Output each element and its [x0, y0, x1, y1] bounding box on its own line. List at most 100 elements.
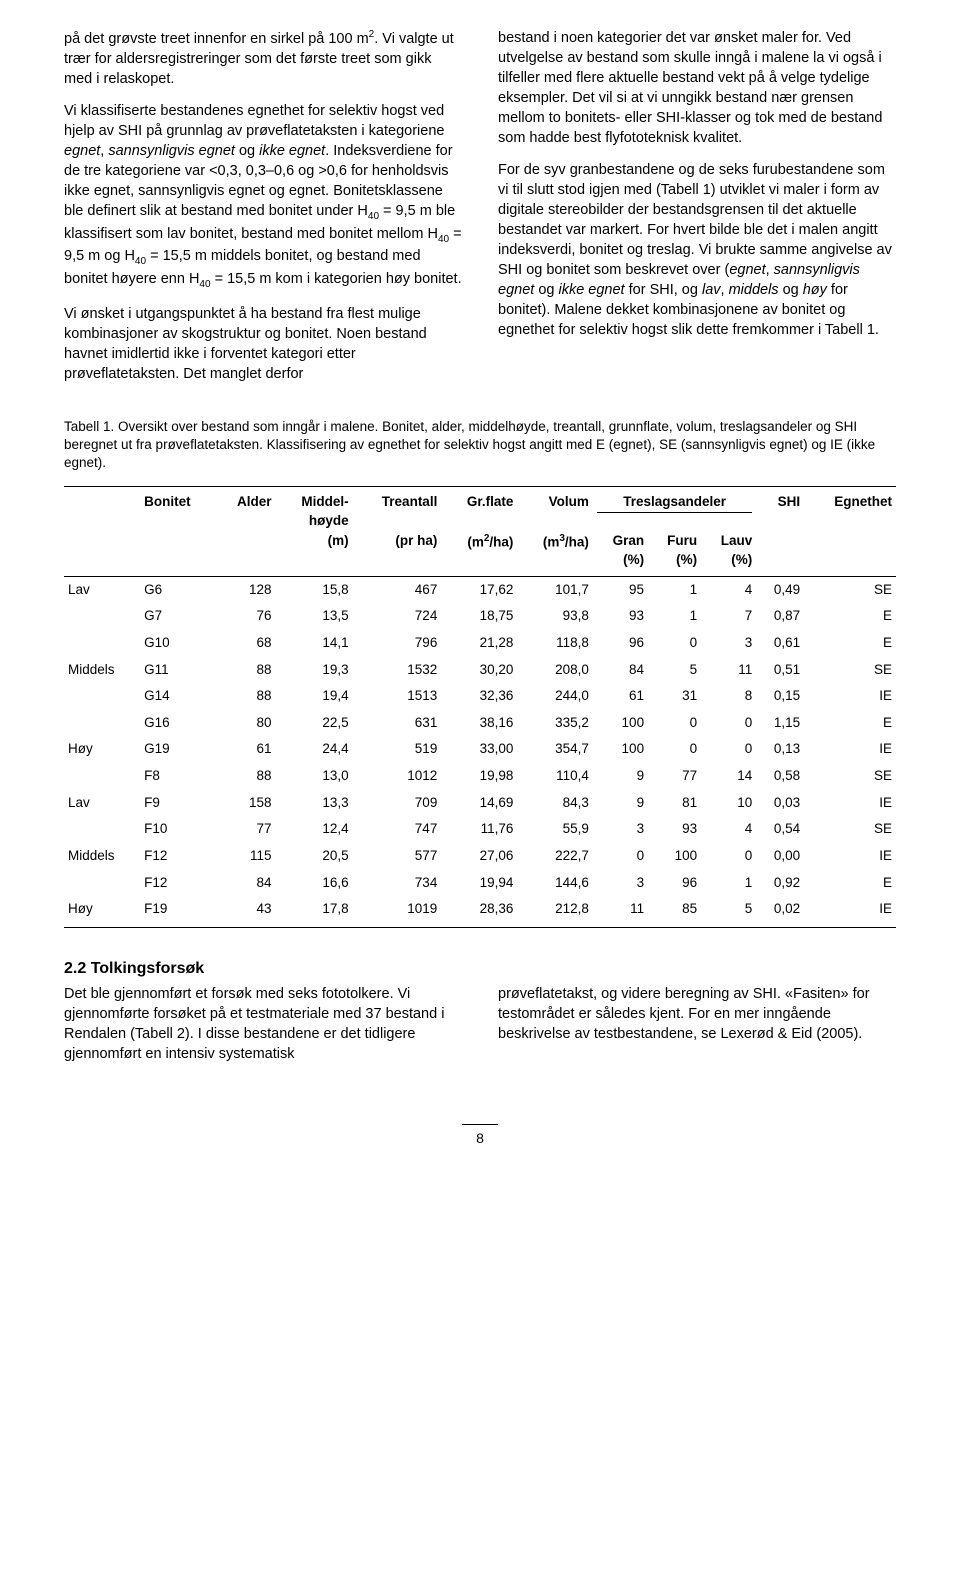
cell-bon_group: Høy — [64, 736, 140, 763]
table-1: Bonitet Alder Middel-høyde Treantall Gr.… — [64, 486, 896, 928]
cell-treantall: 796 — [353, 630, 442, 657]
section-2-right-p: prøveflatetakst, og videre beregning av … — [498, 984, 896, 1044]
unit-blank3 — [216, 532, 275, 576]
text-fragment: Vi klassifiserte bestandenes egnethet fo… — [64, 103, 444, 139]
cell-treantall: 1012 — [353, 763, 442, 790]
text-fragment: og — [779, 282, 803, 298]
table-row: MiddelsG118819,3153230,20208,0845110,51S… — [64, 657, 896, 684]
cell-middelhoyde: 17,8 — [276, 896, 353, 927]
col-grflate: Gr.flate — [441, 487, 517, 533]
left-p2: Vi klassifiserte bestandenes egnethet fo… — [64, 101, 462, 292]
col-egnethet: Egnethet — [804, 487, 896, 533]
cell-egnethet: IE — [804, 790, 896, 817]
cell-alder: 77 — [216, 816, 275, 843]
cell-egnethet: IE — [804, 683, 896, 710]
cell-bon_group — [64, 603, 140, 630]
text-fragment: for SHI, og — [625, 282, 702, 298]
cell-bon_group — [64, 816, 140, 843]
cell-middelhoyde: 20,5 — [276, 843, 353, 870]
cell-bonitet: G14 — [140, 683, 216, 710]
cell-bon_group: Lav — [64, 790, 140, 817]
cell-shi: 0,87 — [756, 603, 804, 630]
superscript: 3 — [559, 533, 565, 544]
cell-furu: 0 — [648, 630, 701, 657]
cell-middelhoyde: 14,1 — [276, 630, 353, 657]
cell-grflate: 28,36 — [441, 896, 517, 927]
cell-bon_group: Middels — [64, 843, 140, 870]
cell-bon_group — [64, 683, 140, 710]
text-fragment: , — [721, 282, 729, 298]
cell-bonitet: G6 — [140, 576, 216, 603]
cell-shi: 0,03 — [756, 790, 804, 817]
cell-bon_group: Høy — [64, 896, 140, 927]
table-row: F107712,474711,7655,939340,54SE — [64, 816, 896, 843]
cell-volum: 222,7 — [517, 843, 592, 870]
cell-alder: 68 — [216, 630, 275, 657]
top-text-columns: på det grøvste treet innenfor en sirkel … — [64, 28, 896, 396]
table-row: LavF915813,370914,6984,3981100,03IE — [64, 790, 896, 817]
text-fragment: For de syv granbestandene og de seks fur… — [498, 162, 892, 278]
left-p1: på det grøvste treet innenfor en sirkel … — [64, 28, 462, 89]
cell-middelhoyde: 13,5 — [276, 603, 353, 630]
section-2-right: prøveflatetakst, og videre beregning av … — [498, 984, 896, 1076]
cell-volum: 101,7 — [517, 576, 592, 603]
cell-grflate: 33,00 — [441, 736, 517, 763]
subscript: 40 — [135, 256, 146, 267]
cell-bonitet: F12 — [140, 843, 216, 870]
italic-term: ikke egnet — [259, 143, 325, 159]
cell-shi: 0,15 — [756, 683, 804, 710]
col-shi: SHI — [756, 487, 804, 533]
cell-lauv: 5 — [701, 896, 756, 927]
cell-egnethet: E — [804, 630, 896, 657]
cell-egnethet: SE — [804, 657, 896, 684]
cell-shi: 1,15 — [756, 710, 804, 737]
cell-middelhoyde: 22,5 — [276, 710, 353, 737]
cell-shi: 0,61 — [756, 630, 804, 657]
left-column: på det grøvste treet innenfor en sirkel … — [64, 28, 462, 396]
cell-volum: 84,3 — [517, 790, 592, 817]
cell-shi: 0,00 — [756, 843, 804, 870]
table-row: G106814,179621,28118,896030,61E — [64, 630, 896, 657]
cell-egnethet: E — [804, 603, 896, 630]
cell-bonitet: F10 — [140, 816, 216, 843]
section-2-columns: Det ble gjennomført et forsøk med seks f… — [64, 984, 896, 1076]
cell-volum: 118,8 — [517, 630, 592, 657]
cell-gran: 9 — [593, 790, 648, 817]
cell-lauv: 11 — [701, 657, 756, 684]
unit-m: (m) — [276, 532, 353, 576]
table-row: HøyF194317,8101928,36212,8118550,02IE — [64, 896, 896, 927]
table-body: LavG612815,846717,62101,795140,49SEG7761… — [64, 576, 896, 927]
cell-gran: 95 — [593, 576, 648, 603]
cell-egnethet: IE — [804, 843, 896, 870]
text-fragment: og — [534, 282, 558, 298]
cell-gran: 0 — [593, 843, 648, 870]
cell-middelhoyde: 12,4 — [276, 816, 353, 843]
cell-furu: 93 — [648, 816, 701, 843]
cell-middelhoyde: 24,4 — [276, 736, 353, 763]
col-gran: Gran(%) — [593, 532, 648, 576]
section-2-left: Det ble gjennomført et forsøk med seks f… — [64, 984, 462, 1076]
cell-grflate: 32,36 — [441, 683, 517, 710]
cell-bon_group: Middels — [64, 657, 140, 684]
cell-grflate: 14,69 — [441, 790, 517, 817]
cell-bonitet: F9 — [140, 790, 216, 817]
right-column: bestand i noen kategorier det var ønsket… — [498, 28, 896, 396]
cell-lauv: 1 — [701, 870, 756, 897]
cell-shi: 0,51 — [756, 657, 804, 684]
unit-m3ha: (m3/ha) — [517, 532, 592, 576]
cell-lauv: 7 — [701, 603, 756, 630]
cell-volum: 212,8 — [517, 896, 592, 927]
italic-term: egnet — [729, 262, 765, 278]
cell-egnethet: SE — [804, 763, 896, 790]
cell-shi: 0,02 — [756, 896, 804, 927]
table-row: G77613,572418,7593,893170,87E — [64, 603, 896, 630]
cell-shi: 0,58 — [756, 763, 804, 790]
cell-treantall: 1019 — [353, 896, 442, 927]
col-volum: Volum — [517, 487, 592, 533]
cell-volum: 93,8 — [517, 603, 592, 630]
cell-bon_group — [64, 710, 140, 737]
cell-volum: 55,9 — [517, 816, 592, 843]
cell-gran: 9 — [593, 763, 648, 790]
cell-alder: 43 — [216, 896, 275, 927]
cell-egnethet: E — [804, 870, 896, 897]
